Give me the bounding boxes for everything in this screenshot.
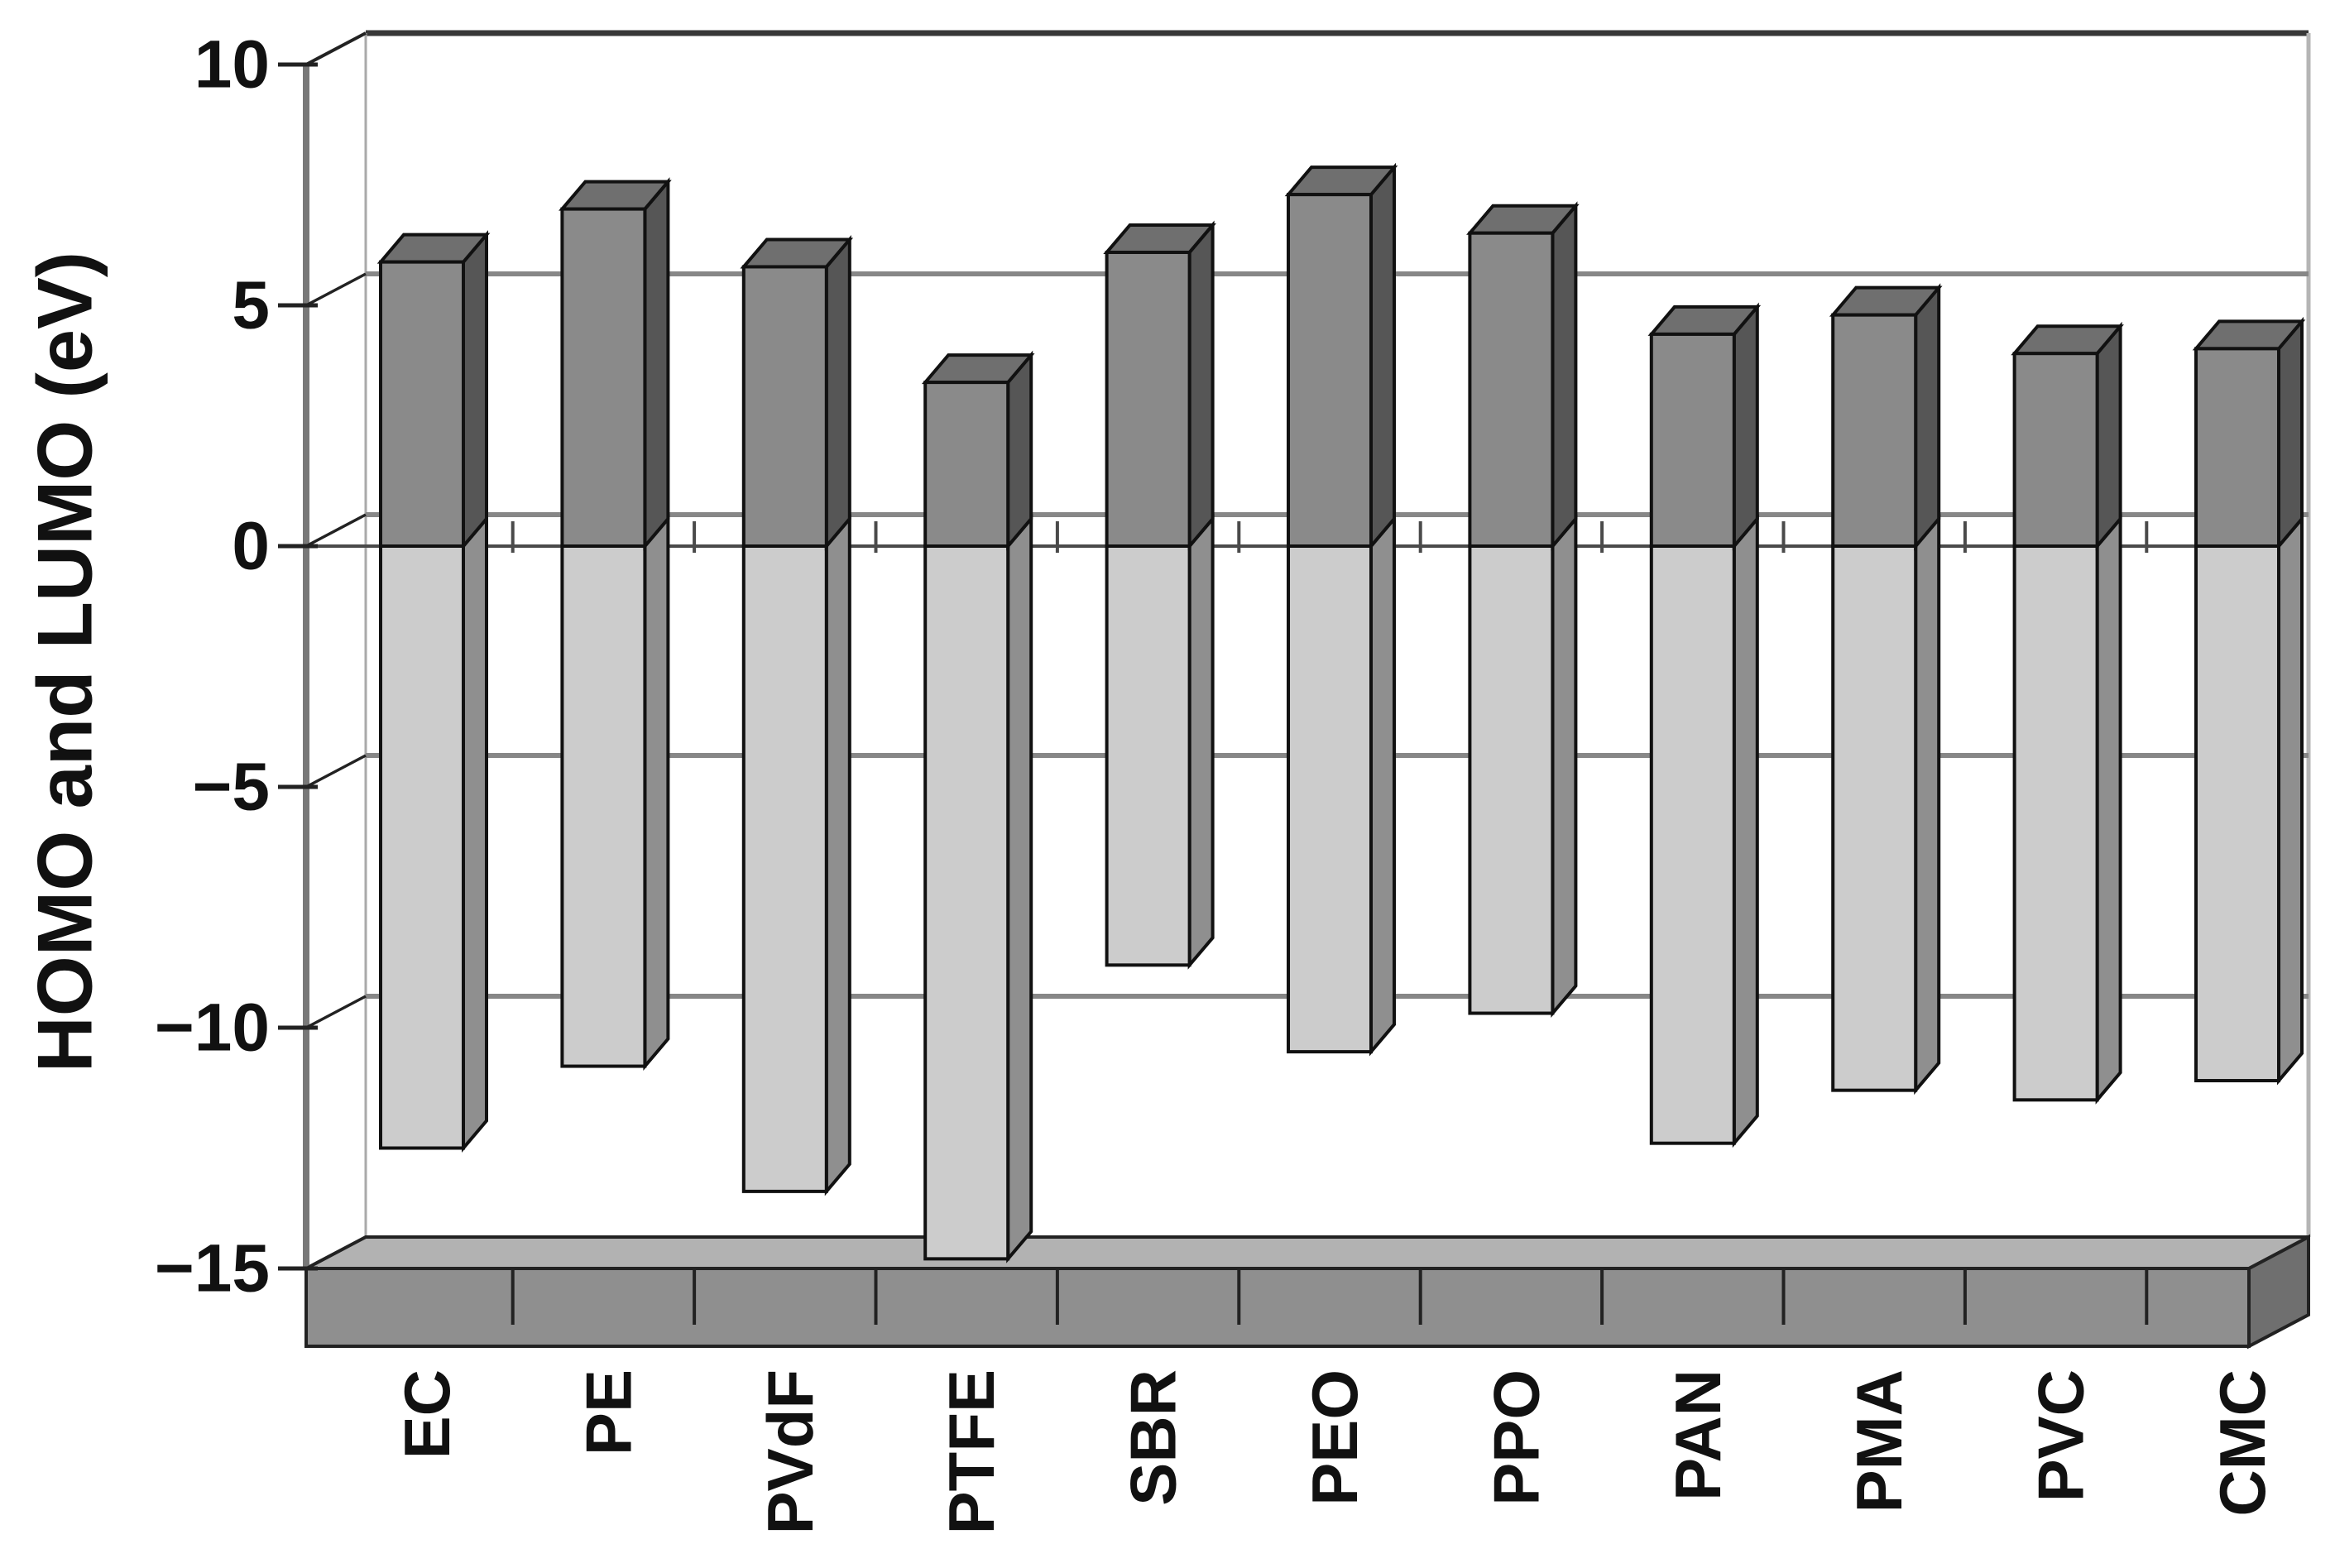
bar-group-PMA xyxy=(1829,283,1943,1096)
bar-PMA-homo-front xyxy=(1831,544,1918,1092)
bar-group-PEO xyxy=(1284,162,1398,1057)
bar-group-PPO xyxy=(1466,201,1580,1018)
x-category-label-PPO: PPO xyxy=(1479,1369,1552,1506)
y-tick-depth-connector--15 xyxy=(305,1235,367,1270)
x-category-label-SBR: SBR xyxy=(1117,1369,1190,1506)
bar-group-PVC xyxy=(2011,321,2124,1105)
y-tick-label: 0 xyxy=(232,509,270,584)
bar-PVC-lumo-front xyxy=(2012,352,2099,549)
bar-SBR-lumo-front xyxy=(1105,250,1191,548)
bar-PMA-lumo-side xyxy=(1914,283,1941,551)
floor-front-face xyxy=(304,1267,2251,1348)
bar-SBR-lumo-side xyxy=(1187,220,1215,551)
x-category-label-PVC: PVC xyxy=(2025,1369,2098,1502)
bar-PEO-lumo-front xyxy=(1287,193,1373,548)
floor-top-face xyxy=(305,1235,2309,1270)
bar-PE-lumo-side xyxy=(643,177,670,551)
bar-PAN-homo-front xyxy=(1649,544,1736,1145)
plot-floor xyxy=(304,1234,2310,1350)
bar-SBR-homo-front xyxy=(1105,544,1191,967)
x-category-label-PMA: PMA xyxy=(1843,1369,1915,1513)
y-tick-label: −5 xyxy=(193,750,271,825)
y-tick-label: −15 xyxy=(155,1231,270,1307)
y-axis: 10 5 0 −5 −10 −15 xyxy=(155,27,367,1307)
bar-group-PVdF xyxy=(740,234,854,1196)
bar-PEO-homo-side xyxy=(1369,514,1396,1057)
bar-PTFE-homo-side xyxy=(1006,514,1033,1264)
bar-PVC-lumo-side xyxy=(2095,321,2122,551)
x-category-label-CMC: CMC xyxy=(2206,1369,2279,1517)
bar-PPO-lumo-side xyxy=(1551,201,1578,551)
y-tick-depth-connector-0 xyxy=(305,513,367,548)
y-tick-depth-connector--10 xyxy=(305,995,367,1029)
bar-PAN-homo-side xyxy=(1732,514,1759,1148)
bar-SBR-homo-side xyxy=(1187,514,1215,970)
bar-PTFE-lumo-front xyxy=(923,381,1010,548)
bar-EC-lumo-side xyxy=(462,230,488,551)
bar-PEO-lumo-side xyxy=(1369,162,1396,551)
bar-PE-lumo-front xyxy=(560,207,647,548)
bar-PEO-homo-front xyxy=(1287,544,1373,1054)
bar-group-CMC xyxy=(2192,316,2306,1086)
x-category-label-PAN: PAN xyxy=(1661,1369,1734,1501)
bar-PTFE-lumo-side xyxy=(1006,350,1033,551)
bar-EC-homo-side xyxy=(462,514,488,1153)
bar-PPO-lumo-front xyxy=(1468,231,1555,548)
x-category-label-PE: PE xyxy=(572,1369,645,1455)
bar-group-EC xyxy=(376,230,491,1153)
y-tick-depth-connector-5 xyxy=(305,272,367,307)
bar-PVC-homo-front xyxy=(2012,544,2099,1102)
bar-group-PAN xyxy=(1647,302,1762,1148)
bar-group-SBR xyxy=(1103,220,1216,970)
bar-PVdF-homo-front xyxy=(741,544,828,1193)
x-category-label-EC: EC xyxy=(391,1369,463,1459)
x-category-label-PTFE: PTFE xyxy=(935,1369,1008,1534)
bar-PAN-lumo-front xyxy=(1649,332,1736,548)
bar-group-PTFE xyxy=(921,350,1035,1264)
bar-PE-homo-side xyxy=(643,514,670,1072)
bar-PMA-lumo-front xyxy=(1831,313,1918,548)
y-axis-title: HOMO and LUMO (eV) xyxy=(22,252,108,1072)
y-tick-label: 5 xyxy=(232,268,270,343)
bar-CMC-lumo-front xyxy=(2194,347,2280,548)
y-tick-depth-connector-10 xyxy=(305,31,367,66)
bar-CMC-homo-front xyxy=(2194,544,2280,1083)
left-wall xyxy=(306,33,366,1268)
bar-PVC-homo-side xyxy=(2095,514,2122,1105)
bar-CMC-homo-side xyxy=(2277,514,2304,1086)
y-tick-label: 10 xyxy=(194,27,270,103)
bar-PVdF-homo-side xyxy=(824,514,851,1196)
x-category-label-PVdF: PVdF xyxy=(754,1369,827,1534)
bar-PE-homo-front xyxy=(560,544,647,1068)
bar-PPO-homo-side xyxy=(1551,514,1578,1018)
bar-EC-homo-front xyxy=(379,544,465,1150)
bars xyxy=(376,162,2306,1264)
y-tick-depth-connector--5 xyxy=(305,754,367,789)
bar-group-PE xyxy=(559,177,672,1072)
bar-EC-lumo-front xyxy=(379,260,465,548)
bar-PPO-homo-front xyxy=(1468,544,1555,1015)
y-tick-label: −10 xyxy=(155,990,270,1066)
bar-PTFE-homo-front xyxy=(923,544,1010,1261)
bar-PVdF-lumo-side xyxy=(824,234,851,551)
bar-PVdF-lumo-front xyxy=(741,265,828,548)
bar-PAN-lumo-side xyxy=(1732,302,1759,551)
bar-PMA-homo-side xyxy=(1914,514,1941,1096)
x-category-labels: EC PE PVdF PTFE SBR PEO PPO PAN PMA PVC CMC xyxy=(391,1369,2279,1534)
x-category-label-PEO: PEO xyxy=(1298,1369,1371,1506)
bar-CMC-lumo-side xyxy=(2277,316,2304,551)
floor-right-face xyxy=(2247,1234,2310,1350)
